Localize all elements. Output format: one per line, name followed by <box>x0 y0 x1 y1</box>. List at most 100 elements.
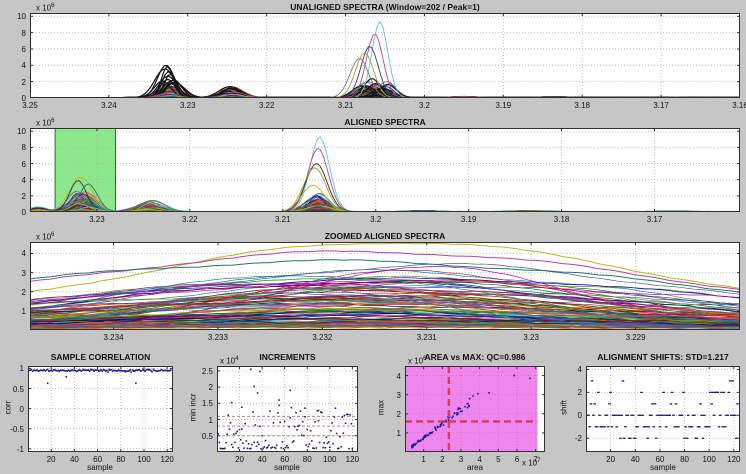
y-tick-label: 1 <box>21 306 26 316</box>
y-tick-label: 10 <box>17 127 26 137</box>
x-tick-label: 3.23 <box>179 101 196 110</box>
x-tick-label: 3.2 <box>370 215 382 224</box>
aligned-spectra-title: ALIGNED SPECTRA <box>344 117 426 127</box>
y-tick-label: 8 <box>21 143 26 153</box>
x-tick-label: 2 <box>440 455 445 464</box>
x-tick-label: 5 <box>496 455 501 464</box>
x-tick-label: 120 <box>727 455 741 464</box>
x-tick-label: 6 <box>514 455 520 464</box>
scatter-points <box>411 374 531 449</box>
x-tick-label: 3.21 <box>337 101 354 110</box>
p1-plot-area <box>30 13 740 98</box>
y-tick-label: 2 <box>208 383 213 393</box>
increments-xlabel: sample <box>274 463 300 472</box>
x-tick-label: 100 <box>323 455 337 464</box>
pd-plot-area <box>586 366 740 452</box>
scatter-points <box>586 380 739 439</box>
x-tick-label: 3.229 <box>625 333 646 342</box>
x-tick-label: 3 <box>458 455 464 464</box>
x-tick-label: 3.19 <box>460 215 477 224</box>
y-tick-label: 2 <box>21 287 26 297</box>
x-tick-label: 3.18 <box>574 101 590 110</box>
x-tick-label: 20 <box>235 455 244 464</box>
x-tick-label: 120 <box>160 455 174 464</box>
pc-plot-area <box>405 366 545 452</box>
sample-correlation-title: SAMPLE CORRELATION <box>50 352 151 362</box>
x-tick-label: 20 <box>46 455 56 464</box>
y-tick-label: 10 <box>17 12 26 22</box>
area-y-exponent: x 106 <box>408 356 427 366</box>
zoomed-y-exponent: x 106 <box>36 232 55 242</box>
unaligned-spectra-title: UNALIGNED SPECTRA (Window=202 / Peak=1) <box>290 2 480 12</box>
y-tick-label: 6 <box>21 44 26 54</box>
x-tick-label: 3.19 <box>495 101 512 110</box>
x-tick-label: 3.22 <box>258 101 275 110</box>
x-tick-label: 60 <box>280 455 290 464</box>
correlation-xlabel: sample <box>87 463 113 472</box>
y-tick-label: 6 <box>21 159 26 169</box>
y-tick-label: 1 <box>208 415 213 425</box>
y-tick-label: 1 <box>396 428 401 438</box>
y-tick-label: 2 <box>21 77 26 87</box>
y-tick-label: 1 <box>19 364 24 374</box>
x-tick-label: 3.16 <box>732 101 746 110</box>
x-tick-label: 20 <box>606 455 616 464</box>
x-tick-label: 4 <box>477 455 482 464</box>
p3-plot-area <box>30 242 740 330</box>
x-tick-label: 3.23 <box>89 215 105 224</box>
x-tick-label: 3.25 <box>22 101 38 110</box>
pb-plot-area <box>217 366 358 452</box>
x-tick-label: 3.17 <box>646 215 663 224</box>
y-tick-label: 4 <box>21 61 26 71</box>
x-tick-label: 3.2 <box>418 101 430 110</box>
scatter-points <box>28 368 172 385</box>
y-tick-label: 2 <box>21 191 26 201</box>
y-tick-label: -0.5 <box>10 424 24 434</box>
scatter-points <box>217 368 354 450</box>
y-tick-label: -2 <box>574 434 582 444</box>
pa-plot-area <box>28 366 173 452</box>
x-tick-label: 1 <box>421 455 426 464</box>
x-tick-label: 80 <box>116 455 126 464</box>
y-tick-label: 4 <box>21 249 26 259</box>
y-tick-label: 0.5 <box>12 384 24 394</box>
y-tick-label: 4 <box>21 175 26 185</box>
x-tick-label: 3.232 <box>312 333 333 342</box>
y-tick-label: 0.5 <box>201 431 213 441</box>
p2-plot-area <box>30 128 740 212</box>
x-tick-label: 3.23 <box>523 333 539 342</box>
shifts-ylabel: shift <box>559 400 569 415</box>
x-tick-label: 100 <box>702 455 716 464</box>
x-tick-label: 3.234 <box>103 333 124 342</box>
y-tick-label: 0 <box>21 208 26 217</box>
y-tick-label: 1.5 <box>201 399 213 409</box>
x-tick-label: 3.22 <box>182 215 198 224</box>
x-tick-label: 3.18 <box>553 215 570 224</box>
y-tick-label: 0 <box>19 404 24 414</box>
area-x-exponent: x 107 <box>522 458 541 468</box>
increments-y-exponent: x 104 <box>220 356 239 366</box>
x-tick-label: 3.17 <box>653 101 669 110</box>
x-tick-label: 3.231 <box>416 333 437 342</box>
x-tick-label: 80 <box>680 455 689 464</box>
x-tick-label: 40 <box>257 455 267 464</box>
x-tick-label: 3.233 <box>207 333 228 342</box>
y-tick-label: 2 <box>577 388 582 398</box>
x-tick-label: 7 <box>533 455 538 464</box>
y-tick-label: 3 <box>21 268 26 278</box>
y-tick-label: 3 <box>396 390 401 400</box>
x-tick-label: 3.21 <box>274 215 291 224</box>
x-tick-label: 40 <box>69 455 79 464</box>
y-tick-label: 8 <box>21 28 26 38</box>
y-tick-label: 4 <box>577 365 582 375</box>
x-tick-label: 3.24 <box>101 101 117 110</box>
x-tick-label: 120 <box>345 455 360 464</box>
x-tick-label: 100 <box>137 455 151 464</box>
y-tick-label: 0 <box>21 94 26 103</box>
zoomed-spectra-title: ZOOMED ALIGNED SPECTRA <box>324 231 446 241</box>
x-tick-label: 60 <box>93 455 103 464</box>
x-tick-label: 40 <box>630 455 640 464</box>
colorbar-gap <box>537 366 545 452</box>
y-tick-label: 2 <box>396 409 401 419</box>
